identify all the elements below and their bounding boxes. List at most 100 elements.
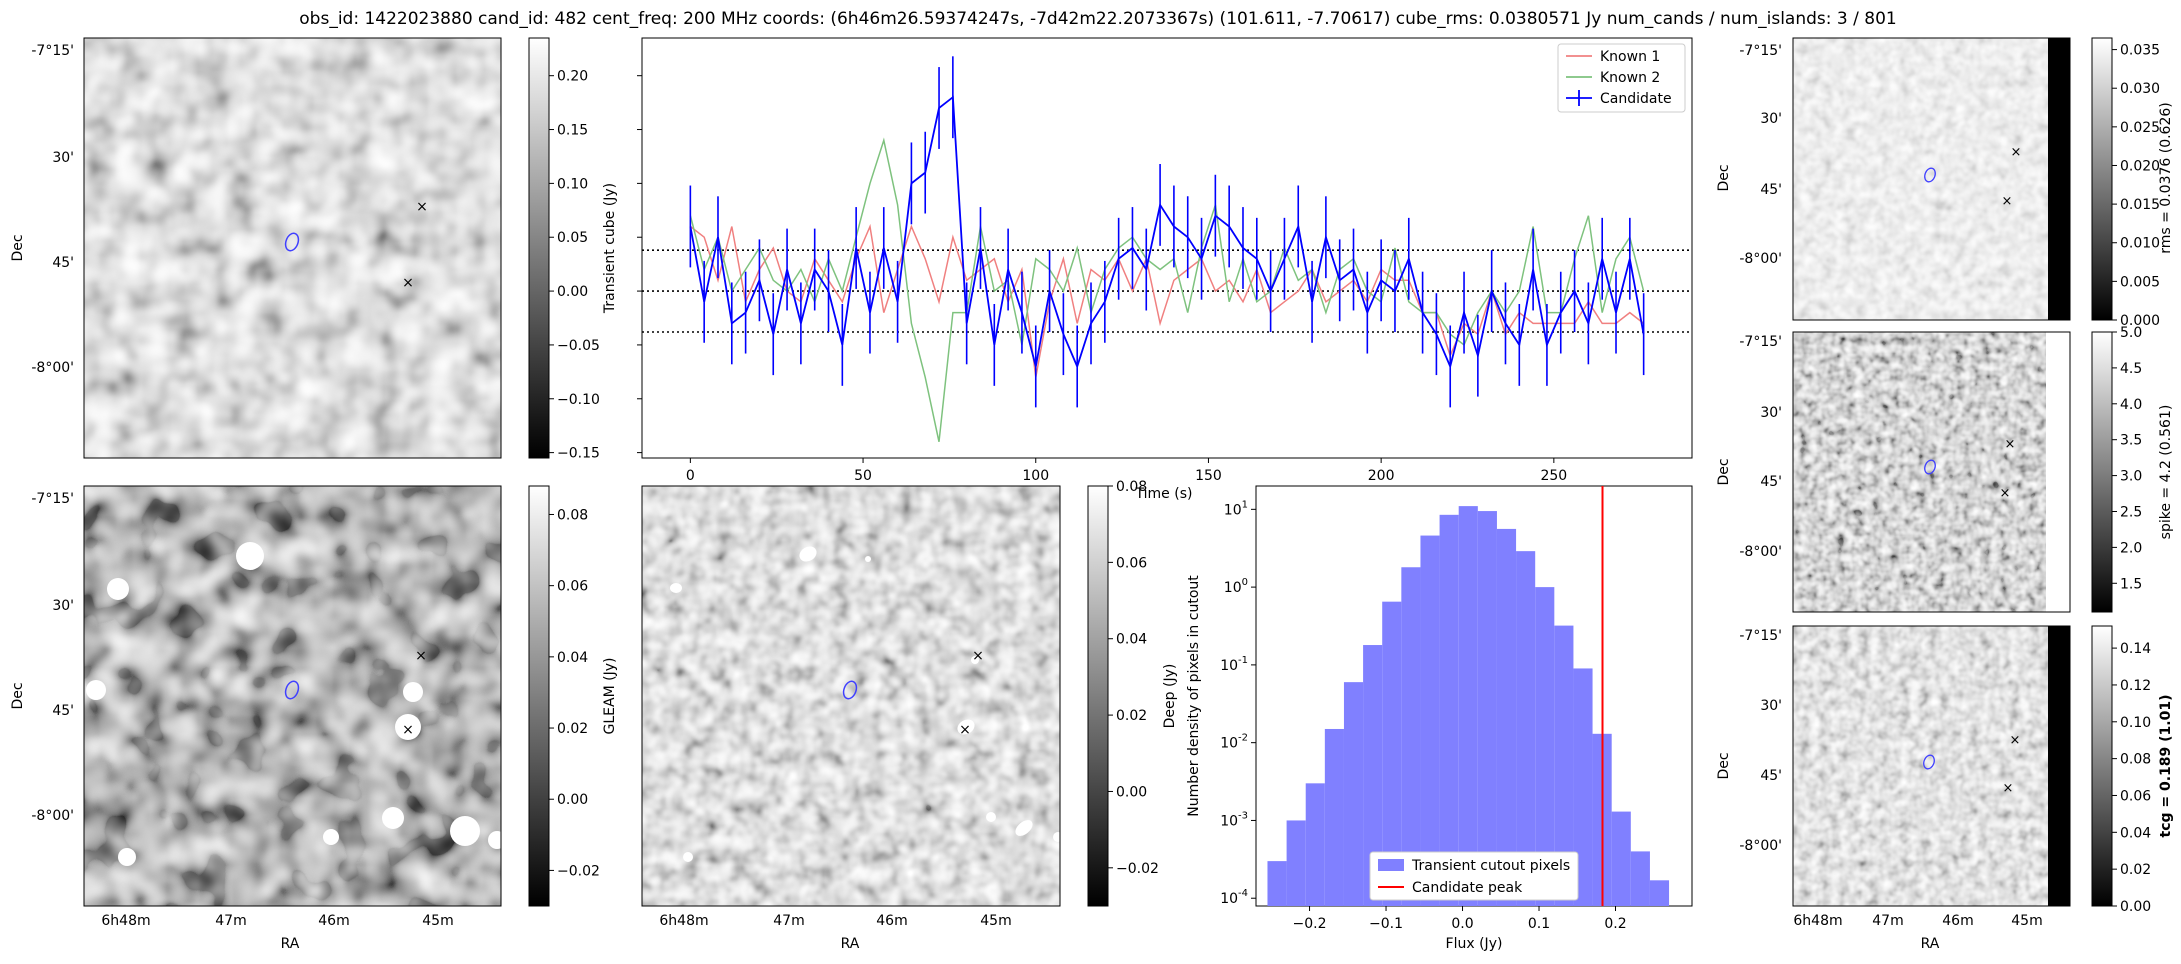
deep-colorbar: 0.08 0.06 0.04 0.02 0.00 −0.02 Deep (Jy) [1087, 479, 1178, 907]
legend-known1-label: Known 1 [1600, 49, 1660, 65]
x-tick-label: −0.2 [1293, 916, 1327, 932]
legend-known2-label: Known 2 [1600, 70, 1660, 86]
colorbar-tick-label: 4.5 [2120, 361, 2142, 377]
deep-image-panel: × × 6h48m 47m 46m 45m RA [641, 485, 1063, 952]
spike-colorbar-label: spike = 4.2 (0.561) [2158, 405, 2174, 540]
tcg-colorbar: 0.14 0.12 0.10 0.08 0.06 0.04 0.02 0.00 [2091, 625, 2151, 915]
gleam-image [84, 486, 501, 906]
histogram-bar [1324, 728, 1344, 906]
ra-tick-1: 6h48m [659, 913, 708, 929]
known-source-red-marker: × [402, 722, 414, 738]
y-tick-label: 10-2 [1220, 733, 1248, 752]
ra-tick-1: 6h48m [101, 913, 150, 929]
colorbar-tick-label: −0.02 [1116, 861, 1159, 877]
candidate-ellipse [1924, 167, 1936, 183]
candidate-ellipse [284, 232, 300, 252]
colorbar-tick-label: 0.005 [2120, 274, 2160, 290]
histogram-bar [1363, 645, 1383, 906]
spike-dec-label: Dec [1716, 458, 1732, 485]
deep-image [642, 486, 1060, 906]
y-tick-label: 10-1 [1220, 655, 1248, 674]
histogram-bar [1382, 601, 1402, 906]
histogram-bar [1535, 587, 1555, 906]
colorbar-tick-label: 2.5 [2120, 504, 2142, 520]
candidate-ellipse [842, 680, 858, 700]
y-tick-label: 101 [1224, 499, 1248, 518]
spike-colorbar-gradient [2091, 331, 2113, 613]
known-source-red-marker: × [2003, 781, 2014, 796]
ra-tick-4: 45m [422, 913, 453, 929]
histogram-bar [1420, 535, 1440, 906]
colorbar-tick-label: −0.15 [557, 446, 600, 462]
colorbar-tick-label: 0.20 [557, 69, 588, 85]
x-tick-label: 0 [686, 468, 695, 484]
dec-tick-4: -8°00' [31, 360, 74, 376]
colorbar-tick-label: 0.025 [2120, 120, 2160, 136]
known-source-red-marker: × [2000, 486, 2011, 501]
dec-tick-1: -7°15' [1739, 334, 1782, 350]
colorbar-tick-label: 0.04 [1116, 632, 1147, 648]
colorbar-tick-label: 0.02 [2120, 862, 2151, 878]
deep-colorbar-ticks: 0.08 0.06 0.04 0.02 0.00 −0.02 [1108, 479, 1159, 877]
ra-tick-3: 46m [318, 913, 349, 929]
tcg-ra-ticks: 6h48m 47m 46m 45m [1793, 913, 2042, 929]
dec-tick-1: -7°15' [1739, 43, 1782, 59]
x-tick-label: 150 [1195, 468, 1222, 484]
colorbar-tick-label: 0.08 [2120, 752, 2151, 768]
histogram-bar [1439, 514, 1459, 906]
known-source-green-marker: × [415, 648, 427, 664]
rms-colorbar-label: rms = 0.0376 (0.626) [2158, 102, 2174, 254]
dec-tick-2: 30' [1760, 405, 1782, 421]
legend-hist-swatch [1378, 859, 1404, 871]
lightcurve-legend: Known 1 Known 2 Candidate [1557, 43, 1686, 113]
histogram-bar [1516, 551, 1536, 906]
candidate-ellipse [1924, 459, 1936, 475]
rms-image [1793, 38, 2048, 320]
histogram-bar [1630, 851, 1650, 906]
tcg-image [1793, 626, 2048, 906]
dec-tick-3: 45' [1760, 182, 1782, 198]
rms-image-blank-strip [2048, 38, 2070, 320]
known-source-green-marker: × [972, 648, 984, 664]
lightcurve-threshold-lines [642, 249, 1692, 333]
deep-colorbar-label: Deep (Jy) [1162, 664, 1178, 729]
gleam-colorbar: 0.08 0.06 0.04 0.02 0.00 −0.02 GLEAM (Jy) [528, 485, 618, 907]
y-tick-label: 10-3 [1220, 810, 1248, 829]
dec-tick-1: -7°15' [31, 43, 74, 59]
rms-dec-label: Dec [1716, 164, 1732, 191]
histogram-bar [1286, 820, 1306, 906]
lightcurve-ylabel: Transient cube (Jy) [602, 183, 618, 314]
y-tick-label: 100 [1224, 577, 1248, 596]
ra-tick-3: 46m [876, 913, 907, 929]
spike-image-panel: × × Dec -7°15' 30' 45' -8°00' [1716, 331, 2071, 613]
ra-tick-2: 47m [773, 913, 804, 929]
lightcurve-ticks: 0 50 100 150 200 250 [637, 75, 1567, 484]
legend-peak-label: Candidate peak [1412, 880, 1523, 896]
dec-axis-label: Dec [10, 234, 26, 261]
lightcurve-series [689, 56, 1645, 442]
dec-tick-2: 30' [52, 598, 74, 614]
x-tick-label: 250 [1540, 468, 1567, 484]
colorbar-tick-label: 0.12 [2120, 678, 2151, 694]
colorbar-tick-label: 0.000 [2120, 313, 2160, 329]
candidate-ellipse [284, 680, 300, 700]
tcg-image-blank-strip [2048, 626, 2070, 906]
histogram-bar [1401, 567, 1421, 906]
colorbar-tick-label: 1.5 [2120, 576, 2142, 592]
histogram-bar [1649, 880, 1670, 906]
dec-tick-2: 30' [1760, 111, 1782, 127]
dec-tick-2: 30' [1760, 698, 1782, 714]
known-source-green-marker: × [2005, 437, 2016, 452]
known1-line [689, 223, 1645, 378]
deep-bright-sources [670, 546, 1063, 862]
gleam-colorbar-label: GLEAM (Jy) [602, 658, 618, 735]
known2-line [689, 137, 1645, 442]
dec-tick-3: 45' [1760, 768, 1782, 784]
rms-colorbar-ticks: 0.035 0.030 0.025 0.020 0.015 0.010 0.005 0.000 [2112, 43, 2160, 329]
colorbar-tick-label: 0.10 [557, 176, 588, 192]
transient-image-panel: × × Dec -7°15' 30' 45' -8°00' [10, 37, 502, 459]
ra-tick-4: 45m [980, 913, 1011, 929]
spike-image [1793, 332, 2046, 612]
x-tick-label: −0.1 [1369, 916, 1403, 932]
